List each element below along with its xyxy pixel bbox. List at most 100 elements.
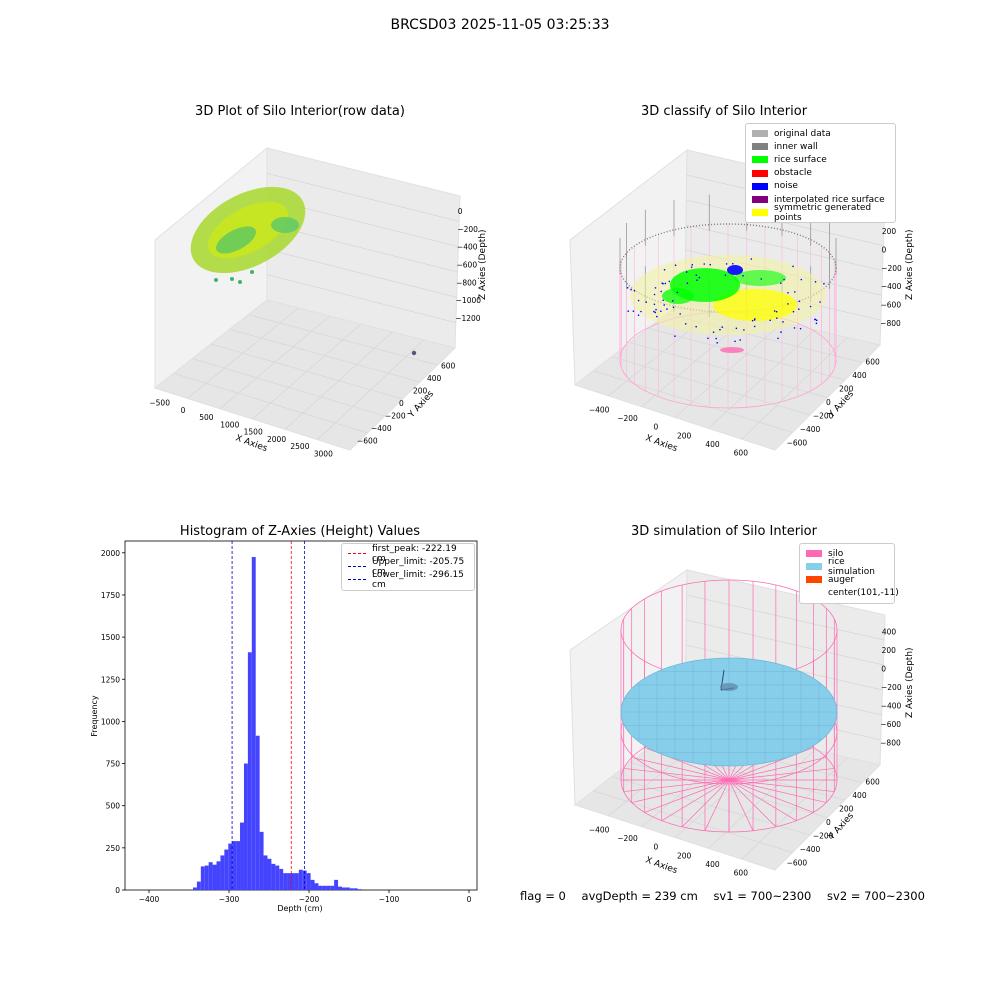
z-tick-label: −1200 bbox=[455, 314, 481, 323]
x-tick-label: −400 bbox=[589, 825, 610, 834]
legend-swatch bbox=[752, 169, 768, 177]
histogram-bar bbox=[193, 887, 197, 890]
histogram-bar bbox=[318, 885, 323, 890]
z-tick-label: −800 bbox=[456, 278, 477, 287]
y-tick-label: 0 bbox=[826, 398, 831, 407]
histogram-bar bbox=[259, 831, 264, 890]
y-tick-label: −400 bbox=[800, 425, 821, 434]
silo-simulation bbox=[620, 579, 838, 833]
y-tick-label: 600 bbox=[865, 778, 880, 787]
legend-item: silo bbox=[806, 547, 888, 560]
classify-legend: original data inner wall rice surface ob… bbox=[745, 123, 896, 224]
x-tick-label: 2500 bbox=[290, 442, 309, 451]
z-tick-label: −1000 bbox=[456, 296, 482, 305]
legend-swatch bbox=[752, 143, 768, 151]
legend-line bbox=[348, 553, 366, 555]
x-tick-label: −200 bbox=[617, 834, 638, 843]
legend-item: auger bbox=[806, 573, 888, 586]
legend-line bbox=[348, 566, 366, 568]
legend-item: noise bbox=[752, 180, 889, 193]
y-tick-label: 600 bbox=[441, 361, 456, 370]
y-tick-label: 200 bbox=[839, 805, 854, 814]
raw-3d-plot: −5000500100015002000250030006004002000−2… bbox=[149, 146, 488, 458]
histogram-bar bbox=[341, 887, 346, 890]
classify-plot-title: 3D classify of Silo Interior bbox=[640, 104, 808, 119]
y-tick-label: 2000 bbox=[101, 549, 120, 558]
legend-swatch bbox=[806, 590, 822, 597]
histogram-bar bbox=[287, 873, 291, 890]
z-tick-label: −800 bbox=[880, 739, 901, 748]
histogram-bar bbox=[208, 862, 213, 890]
legend-swatch bbox=[806, 550, 822, 558]
histogram-bar bbox=[357, 889, 362, 890]
histogram-bar bbox=[338, 886, 342, 890]
histogram-bar bbox=[240, 822, 244, 890]
simulation-legend: silo rice simulation auger center(101,-1… bbox=[799, 543, 899, 604]
figure-title: BRCSD03 2025-11-05 03:25:33 bbox=[390, 17, 610, 33]
x-tick-label: 1500 bbox=[244, 428, 263, 437]
x-tick-label: 400 bbox=[705, 860, 720, 869]
legend-item: inner wall bbox=[752, 140, 889, 153]
y-tick-label: 500 bbox=[106, 802, 121, 811]
x-tick-label: 200 bbox=[677, 431, 692, 440]
histogram-bar bbox=[294, 873, 299, 890]
y-tick-label: −200 bbox=[385, 412, 406, 421]
histogram-bar bbox=[271, 863, 276, 890]
legend-item: rice simulation bbox=[806, 557, 888, 577]
y-tick-label: 0 bbox=[826, 818, 831, 827]
y-tick-label: 0 bbox=[115, 886, 120, 895]
histogram-y-label: Frequency bbox=[90, 695, 99, 737]
histogram-bar bbox=[345, 887, 350, 890]
z-tick-label: −800 bbox=[880, 319, 901, 328]
classify-x-label: X Axies bbox=[644, 433, 679, 454]
y-tick-label: 1750 bbox=[101, 591, 120, 600]
histogram-chart: −400 −300 −200 −100 0 0 250 500 750 1000 1250 1500… bbox=[90, 540, 478, 913]
histogram-bar bbox=[200, 866, 205, 890]
histogram-bar bbox=[314, 883, 319, 890]
x-tick-label: 0 bbox=[181, 406, 186, 415]
histogram-bar bbox=[204, 865, 209, 890]
x-tick-label: −200 bbox=[617, 414, 638, 423]
x-tick-label: 1000 bbox=[220, 420, 239, 429]
histogram-bar bbox=[220, 855, 225, 890]
histogram-x-label: Depth (cm) bbox=[277, 904, 322, 913]
legend-swatch bbox=[752, 130, 768, 138]
status-line: flag = 0 avgDepth = 239 cm sv1 = 700~230… bbox=[520, 889, 925, 903]
z-tick-label: 0 bbox=[882, 246, 887, 255]
histogram-plot-area bbox=[124, 540, 478, 891]
legend-item: rice surface bbox=[752, 153, 889, 166]
classify-3d-plot: −400 −200 0 200 400 600 600 400 200 0 −200 −400 −600… bbox=[569, 148, 915, 458]
histogram-bar bbox=[247, 652, 252, 890]
x-tick-label: 400 bbox=[705, 440, 720, 449]
legend-item: Lower_limit: -296.15 cm bbox=[348, 570, 468, 590]
sv2-value: sv2 = 700~2300 bbox=[827, 889, 925, 903]
x-tick-label: −200 bbox=[299, 895, 320, 904]
x-tick-label: 0 bbox=[467, 895, 472, 904]
x-tick-label: 200 bbox=[677, 851, 692, 860]
z-tick-label: −200 bbox=[881, 683, 902, 692]
histogram-bar bbox=[196, 881, 201, 890]
histogram-legend: first_peak: -222.19 cm Upper_limit: -205… bbox=[341, 543, 475, 591]
flag-value: flag = 0 bbox=[520, 889, 566, 903]
legend-swatch bbox=[752, 209, 768, 217]
legend-item: Upper_limit: -205.75 cm bbox=[348, 557, 468, 577]
histogram-bar bbox=[275, 865, 280, 890]
histogram-bar bbox=[279, 868, 284, 890]
z-tick-label: 200 bbox=[882, 646, 897, 655]
simulation-plot-title: 3D simulation of Silo Interior bbox=[631, 524, 817, 539]
z-tick-label: −400 bbox=[457, 243, 478, 252]
histogram-bar bbox=[212, 864, 217, 890]
y-tick-label: 1000 bbox=[101, 717, 120, 726]
histogram-bar bbox=[243, 763, 248, 890]
z-tick-label: −200 bbox=[457, 225, 478, 234]
x-tick-label: 600 bbox=[734, 869, 749, 878]
z-tick-label: 400 bbox=[882, 627, 897, 636]
y-tick-label: 0 bbox=[399, 399, 404, 408]
histogram-bar bbox=[306, 873, 311, 890]
classify-z-label: Z Axies (Depth) bbox=[905, 229, 915, 300]
z-tick-label: −200 bbox=[881, 264, 902, 273]
y-tick-label: 400 bbox=[427, 374, 442, 383]
legend-item: first_peak: -222.19 cm bbox=[348, 544, 468, 564]
y-tick-label: 200 bbox=[839, 385, 854, 394]
histogram-bar bbox=[349, 888, 354, 890]
